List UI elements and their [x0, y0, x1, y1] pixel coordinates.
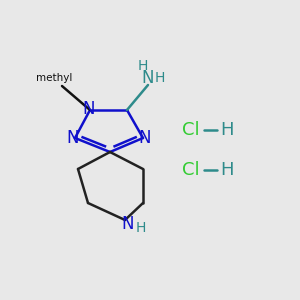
Text: H: H — [220, 161, 233, 179]
Text: methyl: methyl — [36, 73, 72, 83]
Text: H: H — [155, 71, 165, 85]
Text: H: H — [136, 221, 146, 235]
Text: N: N — [83, 100, 95, 118]
Text: N: N — [142, 69, 154, 87]
Text: H: H — [138, 59, 148, 73]
Text: H: H — [220, 121, 233, 139]
Text: Cl: Cl — [182, 161, 200, 179]
Text: N: N — [139, 129, 151, 147]
Text: Cl: Cl — [182, 121, 200, 139]
Text: N: N — [122, 215, 134, 233]
Text: N: N — [67, 129, 79, 147]
